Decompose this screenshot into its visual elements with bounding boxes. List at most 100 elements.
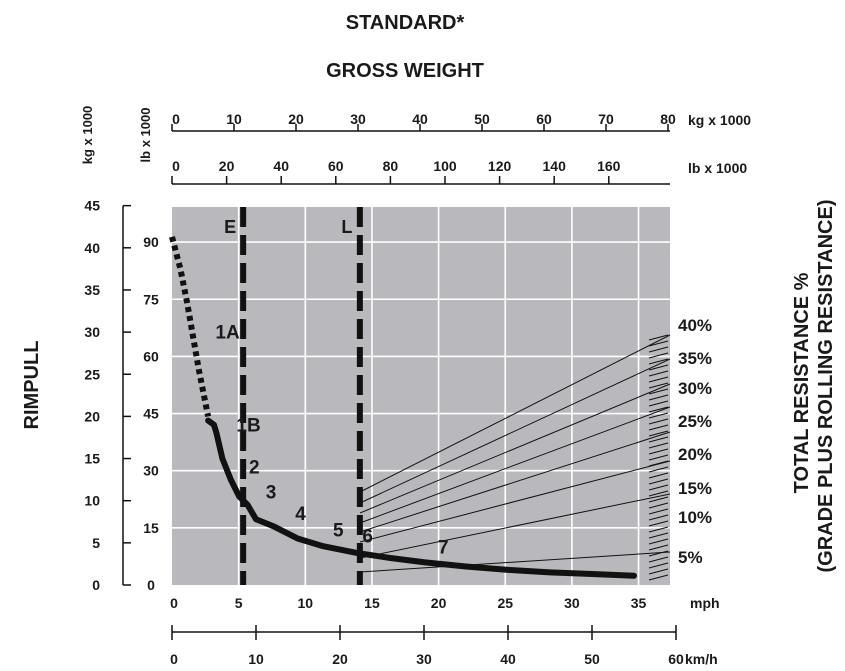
rolling-resistance-hatch (648, 376, 669, 383)
rolling-resistance-hatch (648, 418, 669, 425)
gear-label-5: 5 (333, 521, 344, 542)
gear-label-6: 6 (362, 527, 373, 548)
gross-weight-kg-tick-label: 0 (172, 111, 180, 127)
gross-weight-lb-unit-label: lb x 1000 (688, 160, 747, 176)
speed-mph-tick-label: 35 (631, 595, 647, 611)
gross-weight-lb-tick-label: 0 (172, 158, 180, 174)
rolling-resistance-hatch (648, 484, 669, 491)
rolling-resistance-hatch (648, 412, 669, 419)
rolling-resistance-hatch (648, 478, 669, 485)
rolling-resistance-hatch (648, 490, 669, 497)
gross-weight-lb-tick-label: 40 (273, 158, 289, 174)
speed-kmh-tick-label: 0 (170, 651, 178, 667)
rolling-resistance-hatch (648, 514, 669, 521)
rimpull-lb-tick-label: 75 (143, 291, 159, 307)
gross-weight-lb-tick-label: 100 (433, 158, 457, 174)
chart-title: STANDARD* (346, 12, 465, 34)
speed-mph-tick-label: 5 (235, 595, 243, 611)
rimpull-lb-tick-label: 45 (143, 406, 159, 422)
rolling-resistance-hatch (648, 526, 669, 533)
speed-kmh-unit-label: km/h (685, 651, 718, 667)
rolling-resistance-hatch (648, 400, 669, 407)
gross-weight-lb-tick-label: 80 (383, 158, 399, 174)
rolling-resistance-hatch (648, 460, 669, 467)
weight-marker-label-l: L (341, 217, 352, 237)
rolling-resistance-hatch (648, 430, 669, 437)
speed-kmh-tick-label: 40 (500, 651, 516, 667)
total-resistance-subtitle: (GRADE PLUS ROLLING RESISTANCE) (815, 200, 837, 573)
rolling-resistance-hatch (648, 334, 669, 341)
total-resistance-label: 35% (678, 349, 712, 368)
rimpull-kg-tick-label: 5 (92, 535, 100, 551)
speed-mph-tick-label: 25 (497, 595, 513, 611)
rolling-resistance-hatch (648, 466, 669, 473)
rimpull-kg-tick-label: 10 (84, 493, 100, 509)
gross-weight-kg-tick-label: 70 (598, 111, 614, 127)
total-resistance-line (359, 431, 671, 533)
rolling-resistance-hatch (648, 424, 669, 431)
rolling-resistance-hatch (648, 472, 669, 479)
gross-weight-lb-tick-label: 120 (488, 158, 512, 174)
total-resistance-line (359, 358, 671, 504)
speed-mph-tick-label: 10 (298, 595, 314, 611)
rimpull-kg-tick-label: 40 (84, 240, 100, 256)
rimpull-lb-tick-label: 0 (147, 577, 155, 593)
weight-marker-label-e: E (224, 217, 236, 237)
rolling-resistance-hatch (648, 370, 669, 377)
rolling-resistance-hatch (648, 436, 669, 443)
rimpull-kg-unit-label: kg x 1000 (80, 106, 95, 165)
speed-kmh-tick-label: 30 (416, 651, 432, 667)
speed-mph-tick-label: 0 (170, 595, 178, 611)
rimpull-kg-tick-label: 45 (84, 198, 100, 214)
speed-kmh-tick-label: 50 (584, 651, 600, 667)
rolling-resistance-hatch (648, 442, 669, 449)
total-resistance-label: 25% (678, 412, 712, 431)
gear-label-3: 3 (266, 483, 277, 504)
rimpull-kg-tick-label: 35 (84, 282, 100, 298)
rolling-resistance-hatch (648, 364, 669, 371)
total-resistance-line (359, 493, 671, 559)
rolling-resistance-hatch (648, 448, 669, 455)
speed-mph-tick-label: 30 (564, 595, 580, 611)
rolling-resistance-hatch (648, 544, 669, 551)
rimpull-kg-tick-label: 25 (84, 366, 100, 382)
rolling-resistance-hatch (648, 538, 669, 545)
total-resistance-label: 10% (678, 508, 712, 527)
rimpull-kg-tick-label: 30 (84, 324, 100, 340)
rolling-resistance-hatch (648, 508, 669, 515)
total-resistance-label: 5% (678, 548, 703, 567)
gross-weight-lb-tick-label: 20 (219, 158, 235, 174)
rolling-resistance-hatch (648, 556, 669, 563)
rolling-resistance-hatch (648, 394, 669, 401)
gross-weight-kg-tick-label: 60 (536, 111, 552, 127)
gear-label-1a: 1A (215, 323, 240, 344)
total-resistance-line (359, 551, 671, 573)
rimpull-lb-tick-label: 60 (143, 348, 159, 364)
gross-weight-kg-tick-label: 10 (226, 111, 242, 127)
total-resistance-line (359, 334, 671, 493)
gross-weight-lb-tick-label: 160 (597, 158, 621, 174)
gross-weight-kg-tick-label: 40 (412, 111, 428, 127)
speed-mph-tick-label: 15 (364, 595, 380, 611)
chart-subtitle: GROSS WEIGHT (326, 60, 484, 82)
gross-weight-kg-tick-label: 80 (660, 111, 676, 127)
rimpull-lb-tick-label: 90 (143, 234, 159, 250)
rolling-resistance-hatch (648, 388, 669, 395)
rolling-resistance-hatch (648, 520, 669, 527)
rolling-resistance-hatch (648, 568, 669, 575)
rolling-resistance-hatch (648, 358, 669, 365)
rimpull-lb-tick-label: 30 (143, 463, 159, 479)
rolling-resistance-hatch (648, 532, 669, 539)
rolling-resistance-hatch (648, 562, 669, 569)
speed-mph-unit-label: mph (690, 595, 720, 611)
rolling-resistance-hatch (648, 496, 669, 503)
speed-kmh-tick-label: 20 (332, 651, 348, 667)
rolling-resistance-hatch (648, 454, 669, 461)
rolling-resistance-hatch (648, 502, 669, 509)
speed-kmh-tick-label: 60 (668, 651, 684, 667)
total-resistance-line (359, 383, 671, 514)
rolling-resistance-hatch (648, 406, 669, 413)
gross-weight-kg-tick-label: 50 (474, 111, 490, 127)
rimpull-lb-tick-label: 15 (143, 520, 159, 536)
